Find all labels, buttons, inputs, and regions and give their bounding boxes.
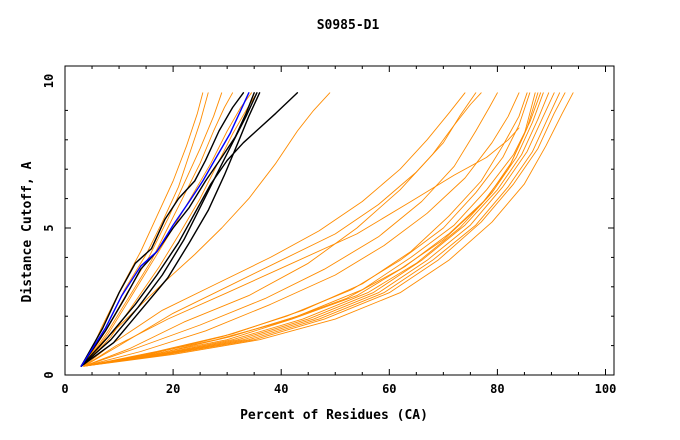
series-line-model-o5 <box>83 92 555 367</box>
x-tick-label: 0 <box>61 382 68 396</box>
series-line-model-o12 <box>83 92 520 367</box>
series-line-model-o17 <box>83 127 520 367</box>
series-line-model-b1 <box>80 92 250 367</box>
series-line-model-o7 <box>83 92 566 367</box>
series-line-model-o8 <box>83 92 574 367</box>
y-tick-label: 10 <box>42 74 56 88</box>
series-line-model-k5 <box>80 92 261 367</box>
series-line-model-o3 <box>83 92 544 367</box>
x-axis-label: Percent of Residues (CA) <box>240 408 428 423</box>
series-line-model-o21 <box>83 92 204 367</box>
series-line-model-o11 <box>83 92 528 367</box>
series-line-model-k4 <box>80 92 258 367</box>
x-tick-label: 80 <box>490 382 504 396</box>
series-line-model-k3 <box>80 92 299 367</box>
series-line-model-o16 <box>83 92 466 367</box>
y-tick-label: 5 <box>42 224 56 231</box>
x-tick-label: 20 <box>166 382 180 396</box>
x-tick-label: 40 <box>274 382 288 396</box>
series-line-model-o1 <box>83 92 536 367</box>
series-line-model-o2 <box>83 92 539 367</box>
series-line-model-k1 <box>80 92 245 367</box>
x-tick-label: 100 <box>595 382 617 396</box>
series-line-model-o10 <box>83 92 542 367</box>
series-line-model-o9 <box>83 92 531 367</box>
ticks-layer: 0 20 40 60 80 100 0 5 10 <box>42 66 616 396</box>
y-axis-label: Distance Cutoff, A <box>20 161 35 302</box>
chart-title: S0985-D1 <box>317 18 380 33</box>
series-layer <box>80 92 574 367</box>
series-line-model-o4 <box>83 92 550 367</box>
x-tick-label: 60 <box>382 382 396 396</box>
plot-frame <box>64 65 615 376</box>
series-line-model-o14 <box>83 92 482 367</box>
series-line-model-o6 <box>83 92 561 367</box>
y-tick-label: 0 <box>42 371 56 378</box>
series-line-model-o18 <box>83 92 331 367</box>
series-line-model-o15 <box>83 92 477 367</box>
series-line-model-o19 <box>83 92 234 367</box>
series-line-model-o13 <box>83 92 498 367</box>
